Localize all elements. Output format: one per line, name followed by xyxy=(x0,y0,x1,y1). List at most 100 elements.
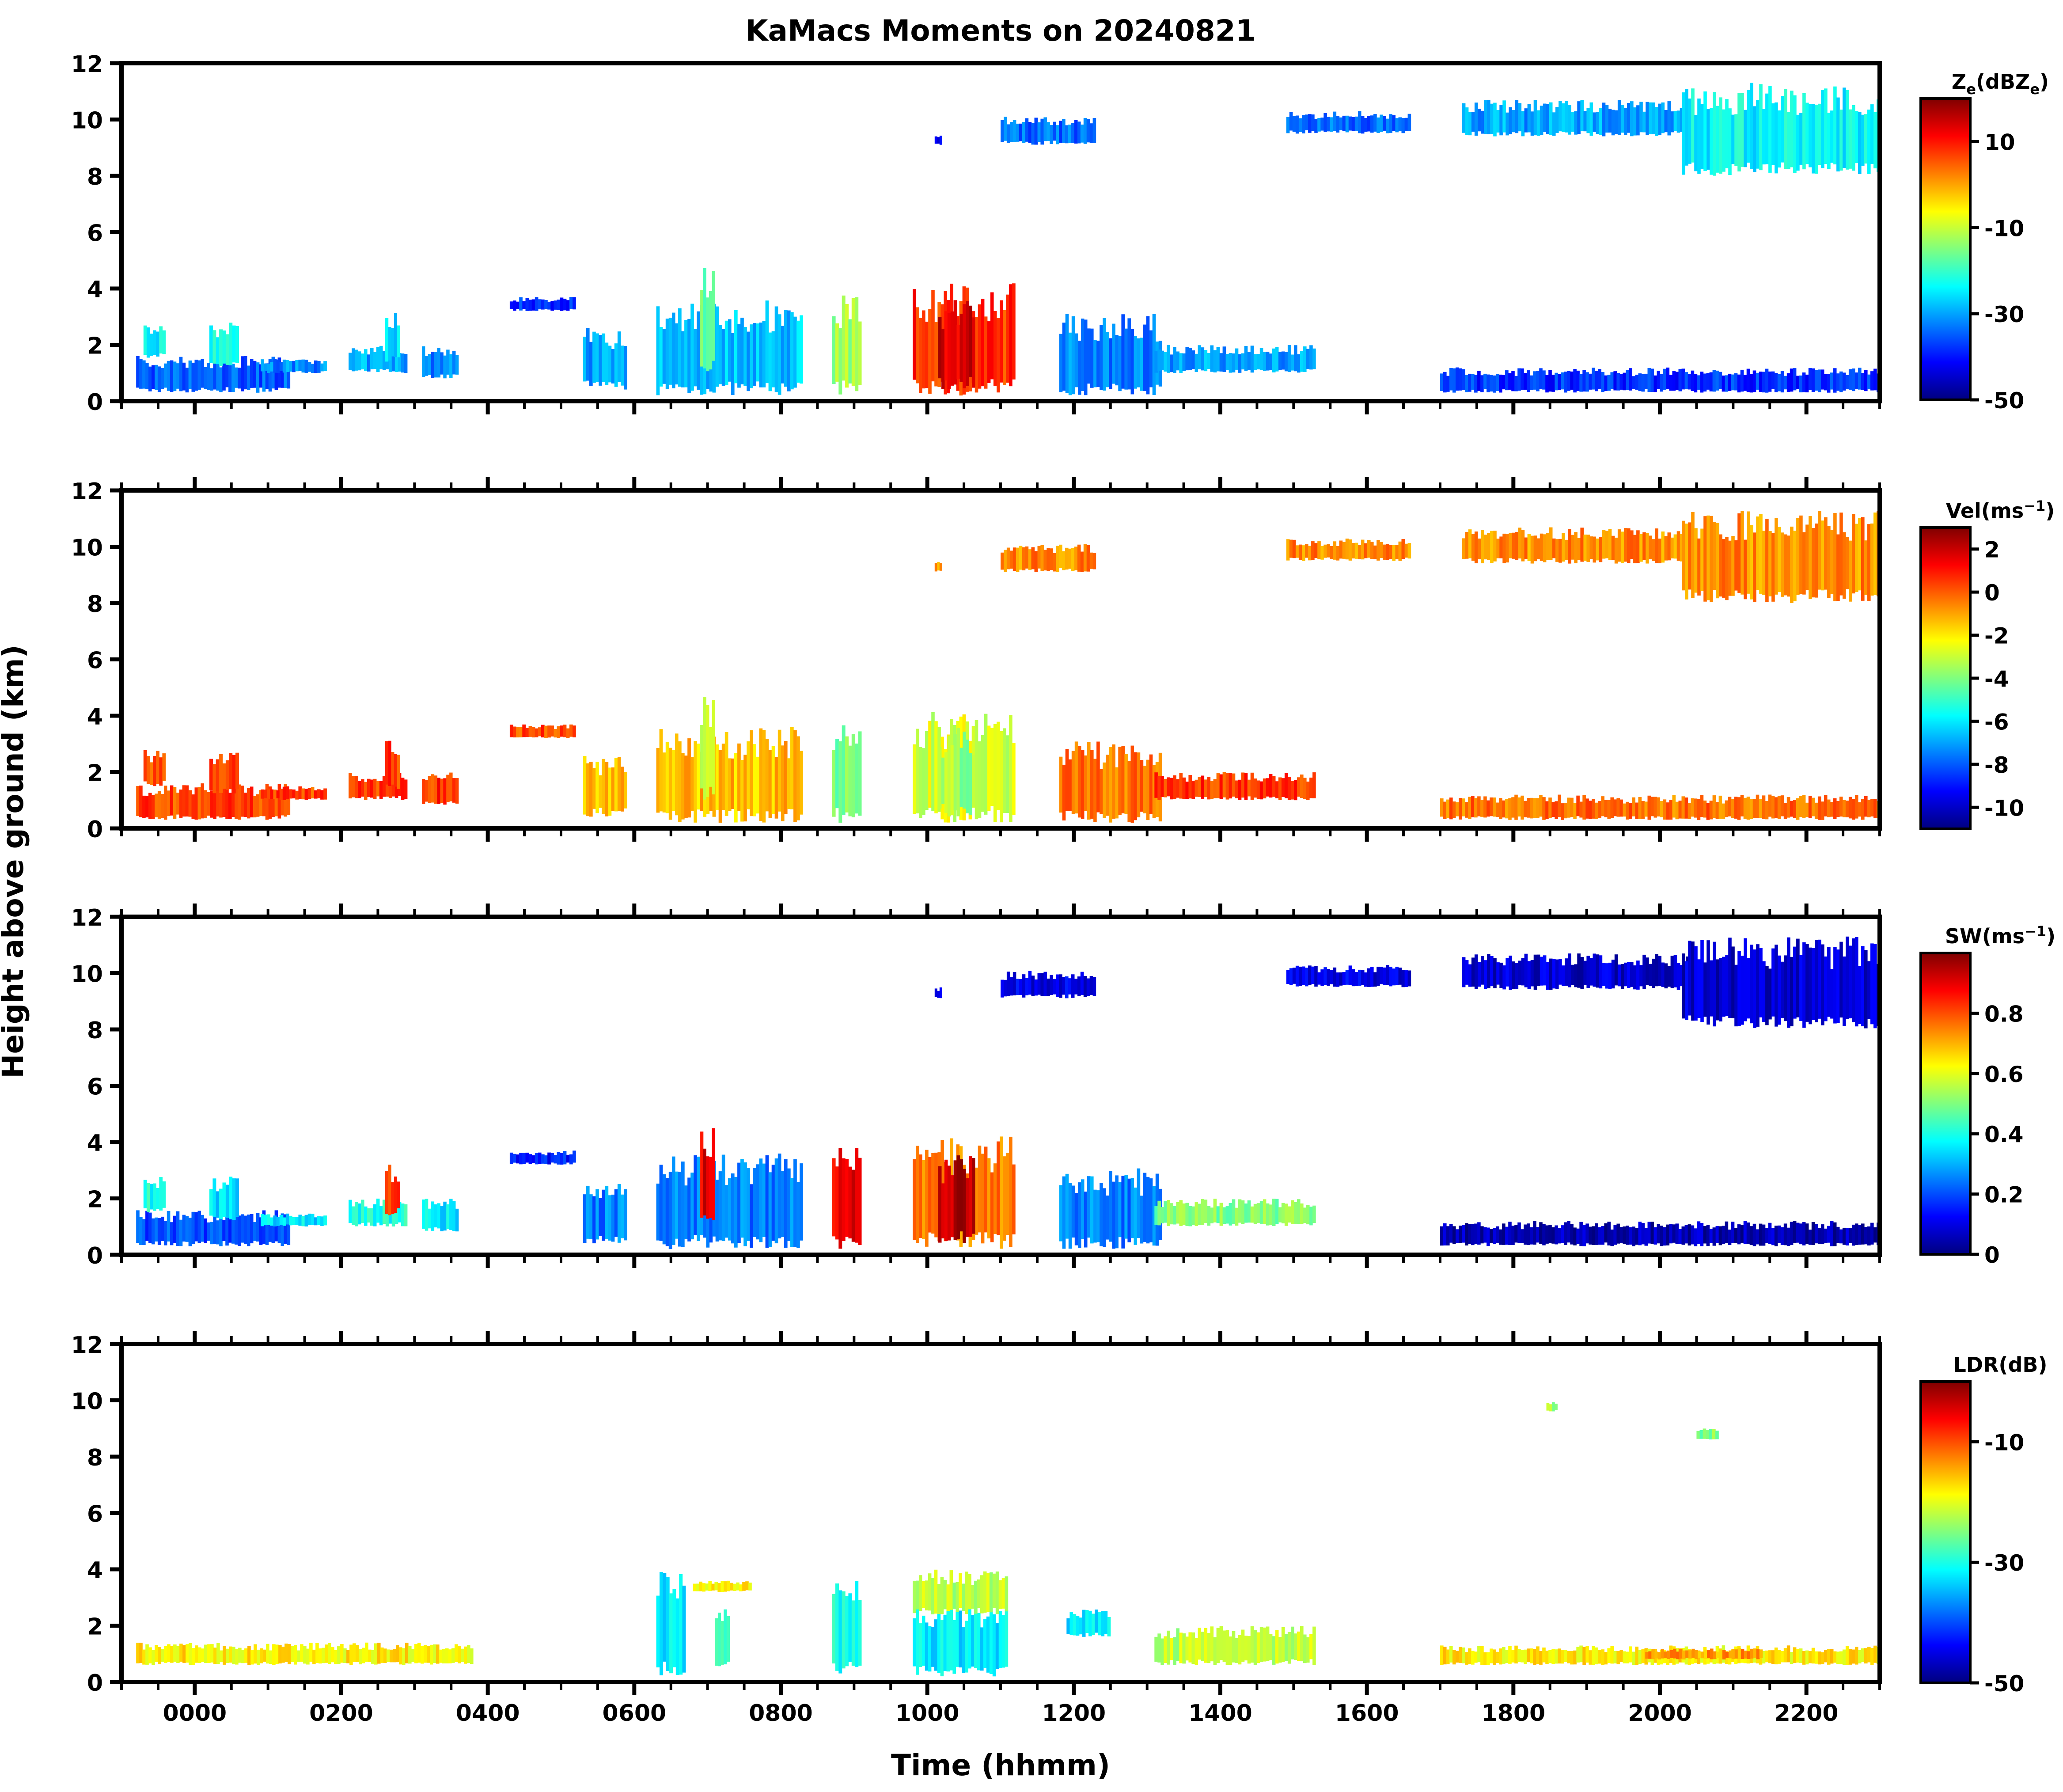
echo-cell xyxy=(728,319,732,382)
echo-cell xyxy=(1741,511,1744,595)
echo-cell xyxy=(1700,104,1704,169)
echo-cell xyxy=(1610,1646,1614,1664)
echo-cell xyxy=(1195,1638,1198,1665)
echo-cell xyxy=(934,988,937,997)
echo-cell xyxy=(216,337,220,364)
echo-cell xyxy=(750,324,753,388)
echo-cell xyxy=(1824,1228,1828,1243)
echo-cell xyxy=(136,1210,140,1243)
echo-region xyxy=(656,727,803,823)
echo-cell xyxy=(1574,532,1578,563)
echo-cell xyxy=(1182,1633,1186,1664)
echo-cell xyxy=(737,743,741,811)
echo-cell xyxy=(1272,1199,1276,1226)
echo-cell xyxy=(146,327,150,358)
echo-cell xyxy=(1468,1224,1471,1244)
echo-cell xyxy=(742,1582,746,1591)
echo-cell xyxy=(727,1580,730,1591)
echo-cell xyxy=(765,739,769,812)
echo-cell xyxy=(656,306,660,395)
echo-cell xyxy=(1092,977,1096,996)
echo-cell xyxy=(1873,112,1877,169)
echo-cell xyxy=(1843,532,1846,599)
echo-cell xyxy=(718,750,722,823)
echo-cell xyxy=(1688,99,1691,164)
colorbar-label-part: ) xyxy=(2045,499,2055,523)
echo-cell xyxy=(1006,124,1010,143)
echo-cell xyxy=(145,1211,149,1241)
echo-cell xyxy=(394,350,398,372)
echo-cell xyxy=(1207,353,1211,369)
echo-cell xyxy=(950,745,954,816)
echo-cell xyxy=(1004,980,1007,997)
echo-cell xyxy=(998,1580,1002,1609)
echo-region xyxy=(143,1177,166,1212)
echo-cell xyxy=(421,346,425,377)
echo-cell xyxy=(399,1647,402,1665)
echo-cell xyxy=(544,1155,548,1164)
echo-cell xyxy=(1660,374,1664,392)
echo-cell xyxy=(1077,544,1081,572)
echo-cell xyxy=(1493,958,1497,988)
echo-cell xyxy=(1623,962,1627,987)
echo-cell xyxy=(1737,1648,1741,1659)
echo-cell xyxy=(1542,797,1546,820)
echo-cell xyxy=(1805,1650,1809,1665)
echo-cell xyxy=(1540,533,1543,561)
echo-cell xyxy=(1873,799,1877,818)
echo-cell xyxy=(228,793,232,819)
echo-cell xyxy=(1663,368,1667,390)
echo-cell xyxy=(1762,1651,1766,1664)
echo-cell xyxy=(1484,960,1487,989)
echo-cell xyxy=(1312,348,1316,369)
echo-cell xyxy=(157,790,161,819)
echo-region xyxy=(934,987,942,999)
echo-cell xyxy=(925,1580,929,1610)
echo-cell xyxy=(771,746,775,814)
echo-cell xyxy=(1672,1224,1676,1243)
echo-cell xyxy=(377,1643,381,1664)
echo-cell xyxy=(1676,110,1680,133)
echo-cell xyxy=(1104,1611,1108,1634)
echo-cell xyxy=(838,328,842,395)
echo-cell xyxy=(987,1158,991,1238)
echo-cell xyxy=(938,1166,942,1243)
echo-cell xyxy=(1043,972,1047,996)
echo-cell xyxy=(1607,375,1611,391)
echo-cell xyxy=(1459,368,1462,391)
echo-cell xyxy=(210,1644,214,1663)
echo-cell xyxy=(158,1647,161,1664)
echo-cell xyxy=(1477,1646,1481,1663)
echo-cell xyxy=(1284,352,1288,372)
echo-cell xyxy=(538,727,542,737)
echo-cell xyxy=(257,1649,260,1665)
echo-cell xyxy=(1688,374,1691,390)
echo-cell xyxy=(1771,948,1775,1017)
echo-cell xyxy=(1530,375,1533,390)
echo-cell xyxy=(1796,798,1800,820)
echo-cell xyxy=(759,323,763,387)
echo-cell xyxy=(1697,959,1701,1018)
echo-cell xyxy=(665,741,669,813)
echo-cell xyxy=(1715,1226,1719,1243)
echo-cell xyxy=(1616,1651,1620,1664)
echo-cell xyxy=(1480,1646,1484,1665)
y-tick-label: 0 xyxy=(87,816,103,843)
echo-cell xyxy=(768,1172,772,1247)
echo-cell xyxy=(1765,1650,1769,1663)
echo-cell xyxy=(538,1152,542,1164)
echo-cell xyxy=(1244,773,1248,800)
echo-cell xyxy=(1294,1202,1297,1224)
echo-cell xyxy=(1768,1650,1772,1663)
echo-cell xyxy=(1225,1206,1229,1224)
echo-cell xyxy=(666,1577,670,1671)
echo-cell xyxy=(1558,1228,1561,1244)
echo-cell xyxy=(1361,116,1365,134)
echo-cell xyxy=(167,361,171,391)
echo-cell xyxy=(1336,546,1340,561)
echo-cell xyxy=(931,1578,935,1614)
echo-cell xyxy=(1839,371,1843,392)
echo-cell xyxy=(292,361,296,372)
echo-cell xyxy=(320,363,324,372)
echo-cell xyxy=(547,1152,551,1165)
